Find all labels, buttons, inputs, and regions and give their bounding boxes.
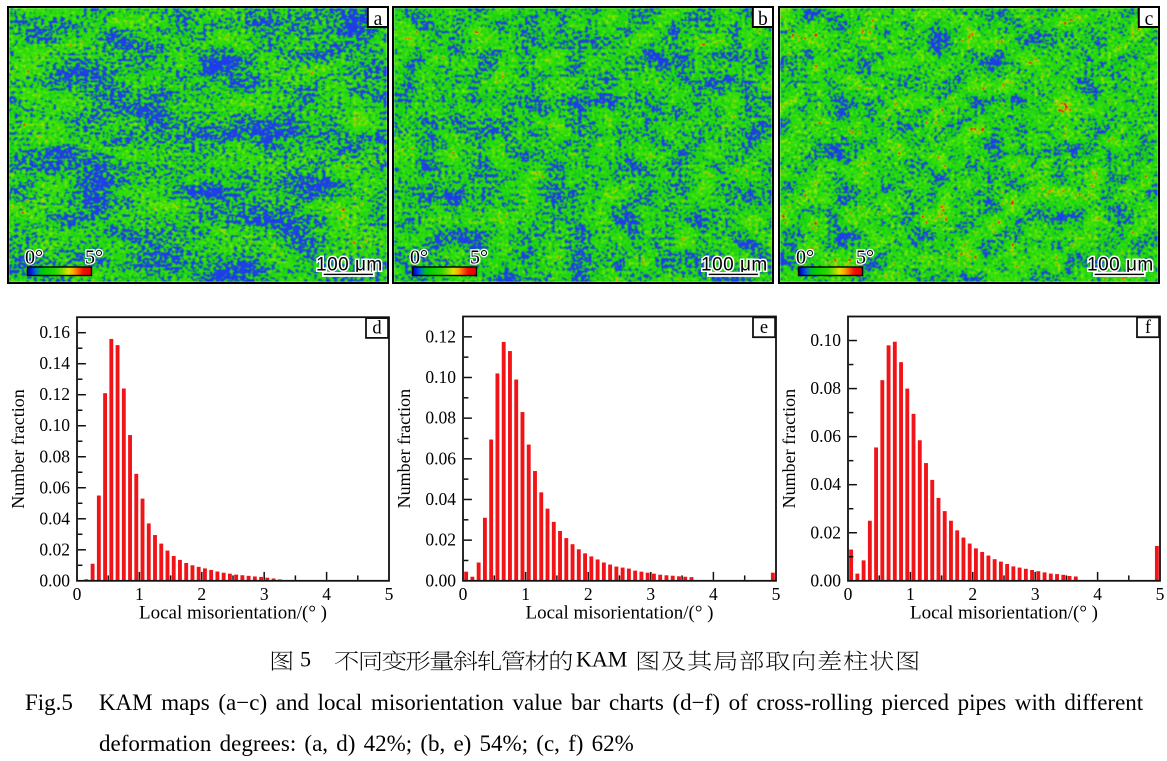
svg-text:Local misorientation/(° ): Local misorientation/(° ) — [910, 602, 1098, 623]
svg-text:Number fraction: Number fraction — [8, 389, 28, 508]
svg-text:0.04: 0.04 — [425, 489, 456, 509]
svg-text:3: 3 — [1031, 584, 1040, 604]
svg-text:1: 1 — [906, 584, 915, 604]
svg-text:2: 2 — [584, 584, 593, 604]
svg-text:0.02: 0.02 — [810, 522, 841, 542]
svg-text:Local misorientation/(° ): Local misorientation/(° ) — [525, 602, 713, 623]
svg-text:5: 5 — [300, 647, 311, 672]
svg-text:0.00: 0.00 — [39, 570, 70, 590]
svg-text:0: 0 — [73, 584, 82, 604]
svg-text:5°: 5° — [85, 247, 103, 269]
svg-text:3: 3 — [646, 584, 655, 604]
svg-text:0.00: 0.00 — [810, 570, 841, 590]
svg-text:0: 0 — [844, 584, 853, 604]
svg-text:Number fraction: Number fraction — [394, 389, 414, 508]
svg-text:0.06: 0.06 — [39, 477, 70, 497]
svg-text:1: 1 — [521, 584, 530, 604]
svg-text:0.10: 0.10 — [425, 367, 456, 387]
svg-text:0.04: 0.04 — [810, 474, 841, 494]
svg-text:3: 3 — [260, 584, 269, 604]
svg-text:4: 4 — [1093, 584, 1102, 604]
svg-text:5: 5 — [1156, 584, 1165, 604]
svg-text:0.10: 0.10 — [810, 330, 841, 350]
svg-text:f: f — [1145, 318, 1152, 338]
svg-text:0.02: 0.02 — [39, 539, 70, 559]
svg-text:2: 2 — [197, 584, 206, 604]
svg-text:d: d — [372, 319, 382, 339]
svg-text:e: e — [760, 318, 768, 338]
svg-text:0°: 0° — [410, 247, 428, 269]
svg-text:0.02: 0.02 — [425, 530, 456, 550]
svg-text:0.04: 0.04 — [39, 508, 70, 528]
svg-text:0.08: 0.08 — [39, 446, 70, 466]
svg-text:5°: 5° — [470, 247, 488, 269]
svg-text:5: 5 — [772, 584, 781, 604]
svg-text:Number fraction: Number fraction — [779, 389, 799, 508]
svg-text:a: a — [374, 9, 383, 30]
svg-text:0°: 0° — [25, 247, 43, 269]
svg-text:0.10: 0.10 — [39, 415, 70, 435]
svg-text:b: b — [758, 9, 768, 30]
svg-text:0.00: 0.00 — [425, 570, 456, 590]
svg-text:0°: 0° — [796, 247, 814, 269]
svg-text:0: 0 — [459, 584, 468, 604]
svg-text:2: 2 — [968, 584, 977, 604]
svg-text:5: 5 — [385, 584, 394, 604]
svg-text:1: 1 — [135, 584, 144, 604]
svg-text:0.12: 0.12 — [425, 326, 456, 346]
svg-text:0.08: 0.08 — [810, 378, 841, 398]
svg-text:0.14: 0.14 — [39, 353, 70, 373]
svg-text:KAM: KAM — [576, 647, 627, 672]
svg-text:0.16: 0.16 — [39, 322, 70, 342]
svg-text:0.12: 0.12 — [39, 384, 70, 404]
svg-text:Local misorientation/(° ): Local misorientation/(° ) — [139, 602, 327, 623]
svg-text:0.06: 0.06 — [810, 426, 841, 446]
svg-text:0.06: 0.06 — [425, 448, 456, 468]
svg-text:c: c — [1145, 9, 1154, 30]
svg-text:0.08: 0.08 — [425, 408, 456, 428]
svg-text:5°: 5° — [856, 247, 874, 269]
svg-text:4: 4 — [709, 584, 718, 604]
svg-text:4: 4 — [322, 584, 331, 604]
